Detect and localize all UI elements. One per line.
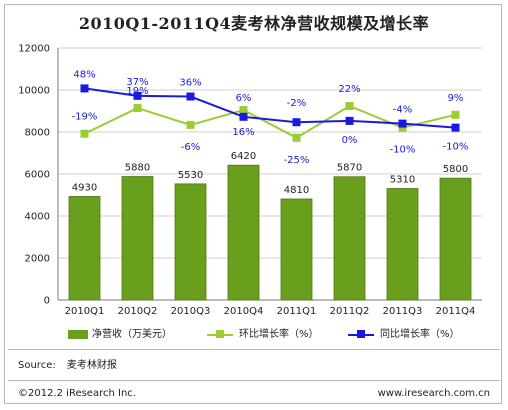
y-tick-label: 4000	[25, 212, 50, 223]
bar-value-label: 5530	[178, 170, 203, 181]
bar	[68, 196, 101, 301]
legend-label-revenue: 净营收（万美元）	[92, 329, 172, 340]
qoq-marker	[239, 106, 248, 115]
bar	[227, 164, 260, 301]
x-tick-label: 2011Q2	[330, 306, 370, 317]
y-tick-label: 8000	[25, 128, 50, 139]
bar-value-label: 5880	[125, 163, 150, 174]
qoq-marker	[133, 104, 142, 113]
source-line: Source: 麦考林财报	[18, 356, 117, 371]
x-tick-label: 2010Q3	[171, 306, 211, 317]
yoy-marker	[451, 123, 460, 132]
bar-value-label: 5800	[443, 164, 468, 175]
source-text: 麦考林财报	[66, 360, 117, 371]
chart-legend: 净营收（万美元） 环比增长率（%） 同比增长率（%）	[0, 327, 508, 343]
x-tick-label: 2010Q1	[65, 306, 105, 317]
x-tick-label: 2011Q1	[277, 306, 317, 317]
copyright-text: ©2012.2 iResearch Inc.	[18, 388, 136, 399]
divider-bottom	[8, 380, 500, 381]
y-tick-label: 10000	[18, 86, 50, 97]
qoq-marker	[186, 120, 195, 129]
chart-title: 2010Q1-2011Q4麦考林净营收规模及增长率	[78, 14, 430, 33]
y-tick-label: 0	[44, 296, 50, 307]
yoy-marker	[133, 91, 142, 100]
legend-label-qoq: 环比增长率（%）	[239, 329, 319, 340]
website-link[interactable]: www.iresearch.com.cn	[377, 388, 490, 399]
yoy-label: 36%	[179, 78, 201, 89]
bar-value-label: 5310	[390, 174, 415, 185]
yoy-label: -4%	[393, 105, 412, 116]
yoy-label: 37%	[126, 77, 148, 88]
qoq-marker	[345, 102, 354, 110]
legend-marker-qoq	[216, 330, 224, 338]
yoy-line	[84, 87, 456, 129]
yoy-marker	[239, 112, 248, 121]
qoq-label: -25%	[284, 155, 310, 166]
yoy-label: -10%	[443, 142, 469, 153]
yoy-label: 0%	[342, 135, 358, 146]
legend-label-yoy: 同比增长率（%）	[380, 329, 460, 340]
bar-value-label: 5870	[337, 163, 362, 174]
yoy-marker	[398, 119, 407, 128]
bar-value-label: 6420	[231, 151, 256, 162]
x-tick-label: 2011Q3	[383, 306, 423, 317]
divider-top	[8, 349, 500, 350]
yoy-label: -2%	[287, 98, 306, 109]
yoy-marker	[186, 92, 195, 101]
x-tick-label: 2010Q4	[224, 306, 264, 317]
legend-marker-yoy	[357, 330, 365, 338]
qoq-label: 22%	[338, 84, 360, 95]
qoq-marker	[451, 110, 460, 119]
qoq-label: 19%	[126, 86, 148, 97]
yoy-label: 6%	[236, 93, 252, 104]
bar	[333, 176, 366, 301]
bar-value-label: 4810	[284, 185, 309, 196]
y-tick-label: 2000	[25, 254, 50, 265]
qoq-marker	[80, 129, 89, 138]
bar	[386, 188, 419, 301]
x-tick-label: 2010Q2	[118, 306, 158, 317]
bar	[280, 198, 313, 301]
legend-swatch-revenue	[68, 330, 88, 339]
yoy-label: 48%	[73, 69, 95, 80]
qoq-label: -19%	[72, 112, 98, 123]
bar	[174, 183, 207, 301]
bar	[121, 176, 154, 301]
yoy-marker	[292, 118, 301, 127]
qoq-marker	[398, 123, 407, 132]
x-tick-label: 2011Q4	[436, 306, 476, 317]
qoq-label: -6%	[181, 142, 200, 153]
y-tick-label: 12000	[18, 44, 50, 55]
qoq-marker	[292, 133, 301, 142]
yoy-marker	[80, 84, 89, 93]
qoq-label: 16%	[232, 127, 254, 138]
qoq-label: 9%	[448, 93, 464, 104]
y-tick-label: 6000	[25, 170, 50, 181]
yoy-marker	[345, 116, 354, 125]
source-label: Source:	[18, 360, 56, 371]
qoq-label: -10%	[390, 145, 416, 156]
bar-value-label: 4930	[72, 182, 97, 193]
bar	[439, 177, 472, 301]
